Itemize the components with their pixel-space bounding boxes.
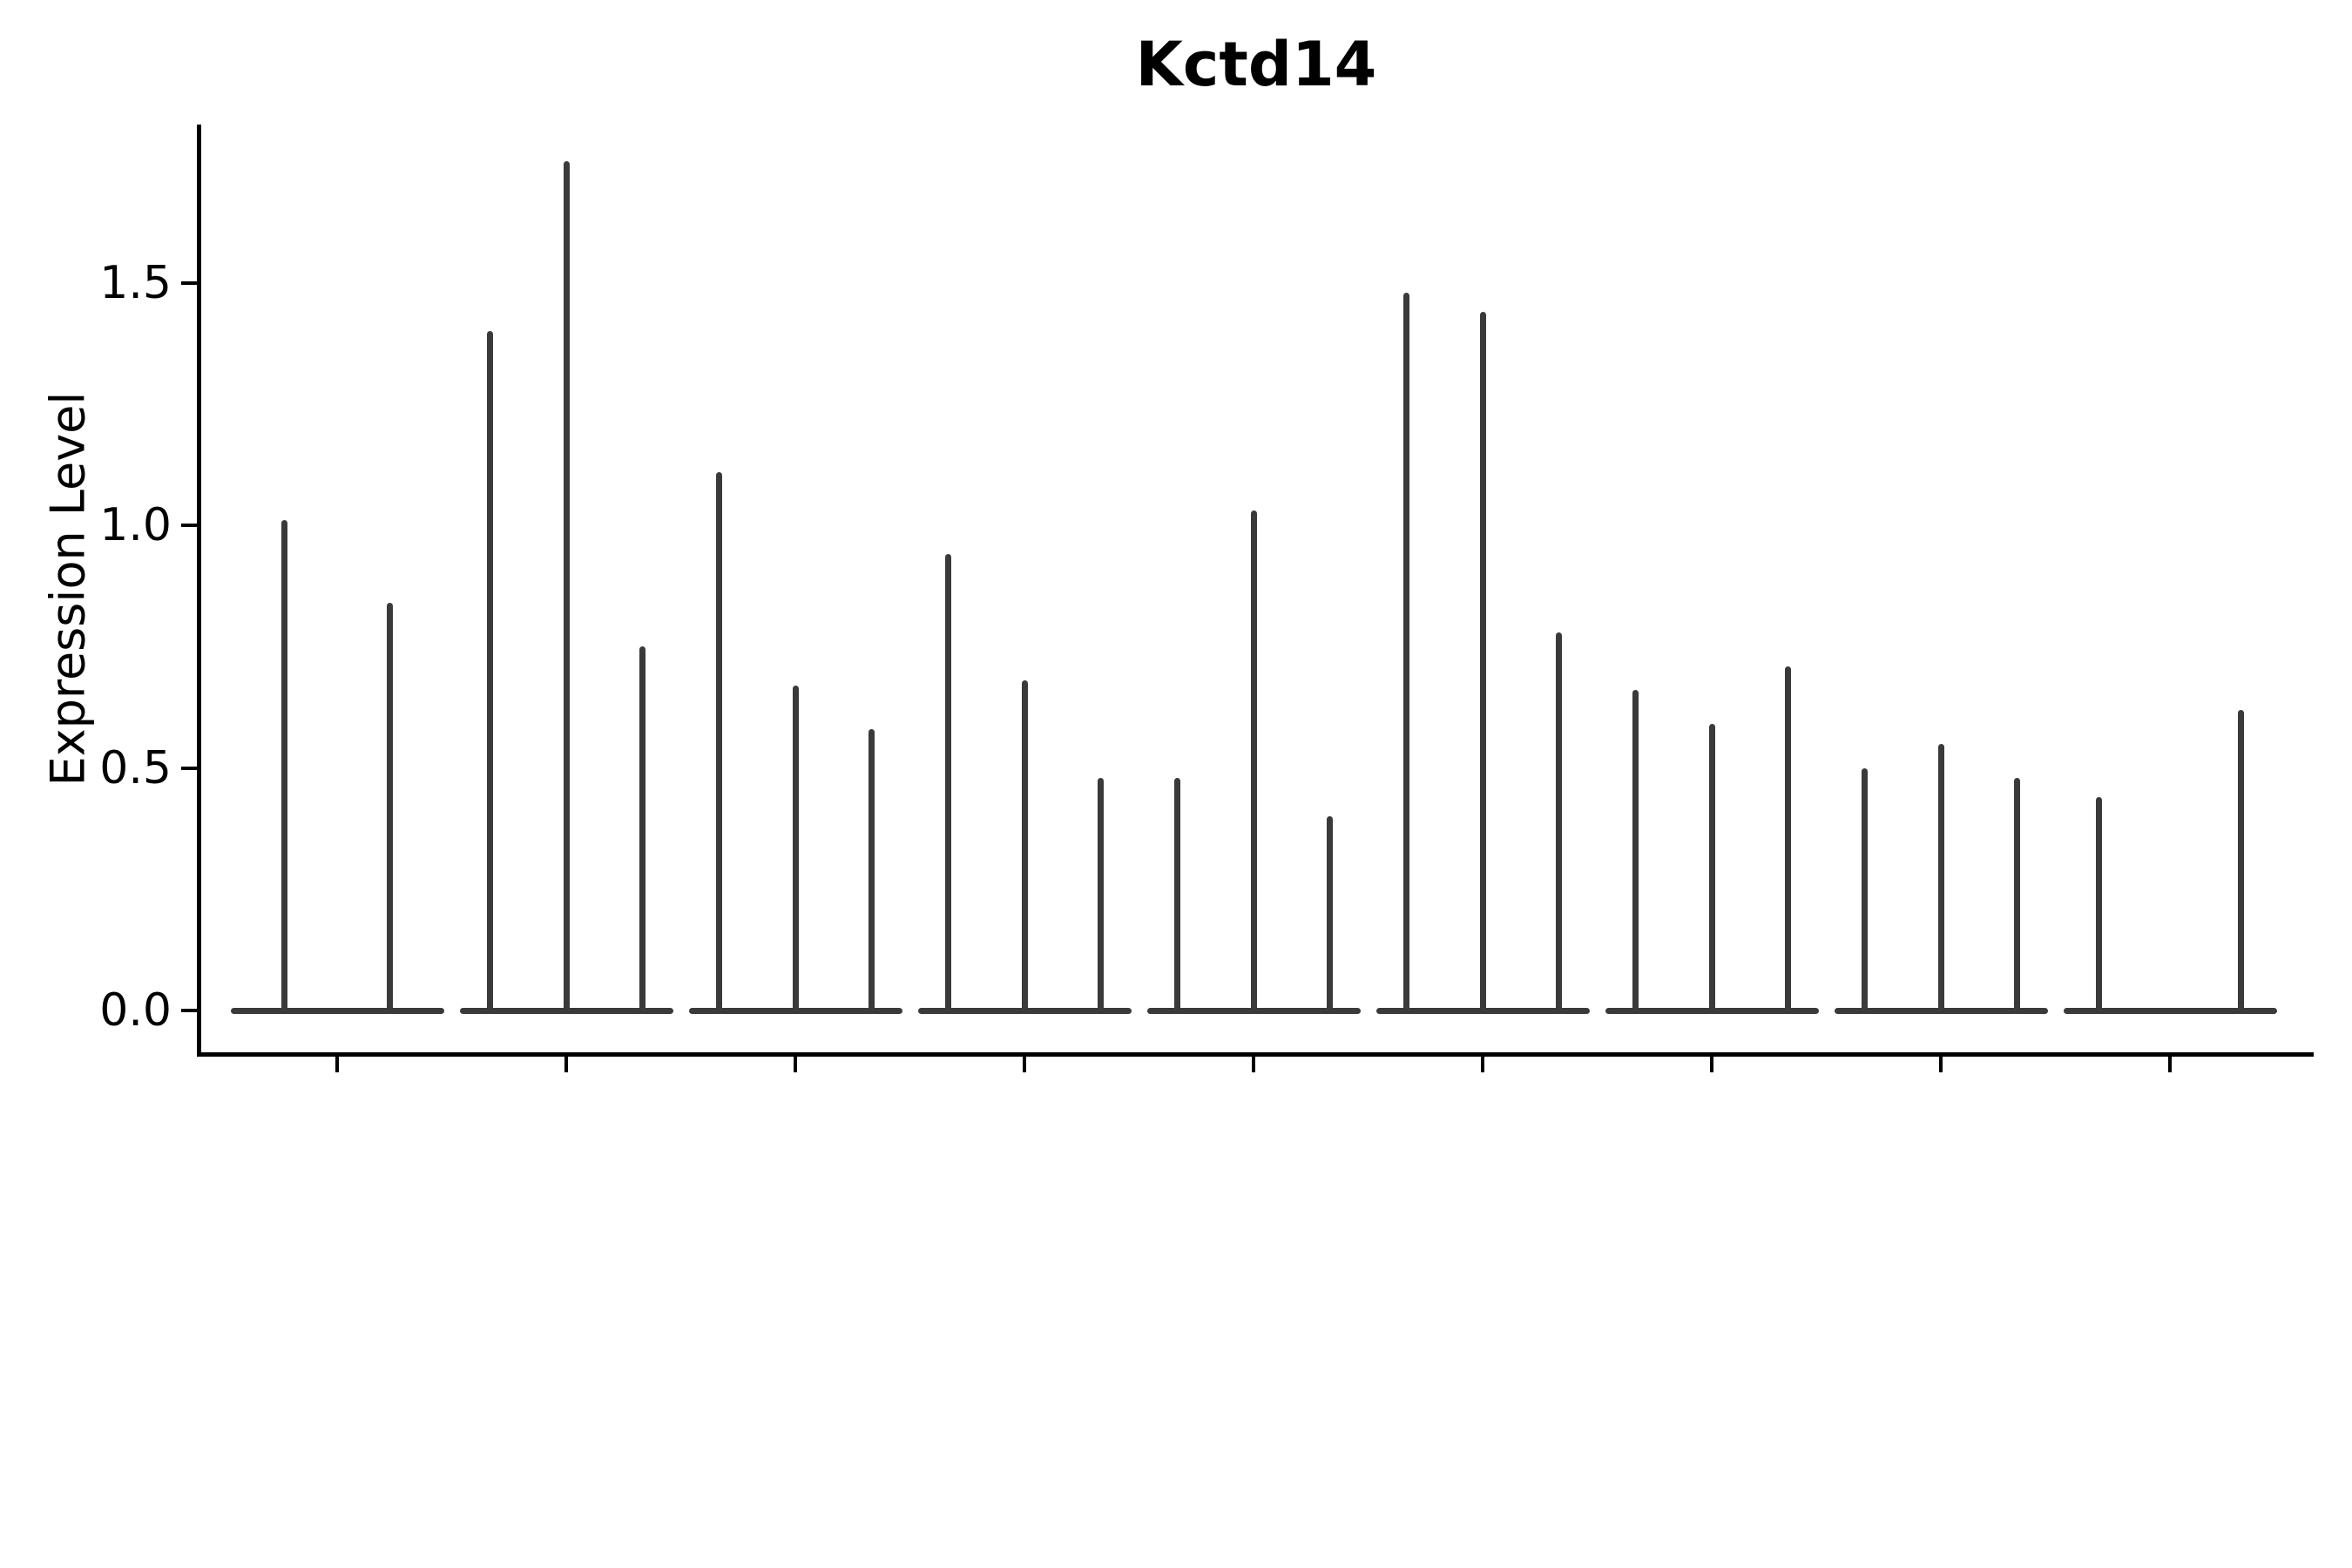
violin-spike: [715, 471, 722, 1013]
violin-spike: [1402, 292, 1409, 1013]
violin-spike: [563, 161, 570, 1013]
violin-spike: [1861, 767, 1868, 1013]
violin-baseline: [230, 1008, 444, 1014]
violin-spike: [1250, 510, 1257, 1013]
violin-spike: [1556, 632, 1563, 1013]
violin-spike: [1098, 777, 1105, 1013]
violin-spike: [486, 331, 493, 1013]
x-tick-mark: [1481, 1057, 1484, 1072]
y-tick-mark: [181, 1009, 199, 1012]
violin-spike: [1632, 690, 1639, 1013]
violin-spike: [1708, 724, 1715, 1013]
y-tick-label: 1.5: [99, 256, 172, 309]
y-tick-mark: [181, 280, 199, 285]
y-tick-mark: [181, 766, 199, 770]
violin-spike: [1479, 311, 1486, 1013]
violin-spike: [1021, 680, 1028, 1013]
x-tick-mark: [1939, 1057, 1943, 1072]
violin-spike: [281, 520, 287, 1013]
violin-spike: [386, 603, 393, 1013]
y-tick-label: 1.0: [99, 499, 172, 551]
x-tick-mark: [794, 1057, 797, 1072]
violin-spike: [1785, 666, 1792, 1013]
x-tick-mark: [1252, 1057, 1255, 1072]
x-tick-mark: [564, 1057, 568, 1072]
violin-spike: [792, 685, 799, 1013]
violin-spike: [868, 728, 875, 1013]
y-axis-label: Expression Level: [40, 391, 96, 787]
y-tick-mark: [181, 524, 199, 527]
plot-title: Kctd14: [1135, 29, 1377, 100]
violin-baseline: [2063, 1008, 2277, 1014]
y-tick-label: 0.5: [99, 741, 172, 794]
violin-spike: [2238, 709, 2245, 1013]
violin-spike: [2095, 796, 2102, 1013]
x-tick-mark: [335, 1057, 339, 1072]
violin-spike: [1327, 816, 1334, 1013]
violin-spike: [944, 554, 951, 1013]
violin-spike: [2014, 777, 2021, 1013]
violin-spike: [639, 646, 646, 1013]
violin-spike: [1937, 743, 1944, 1013]
violin-spike: [1173, 777, 1180, 1013]
x-tick-mark: [1710, 1057, 1713, 1072]
y-tick-label: 0.0: [99, 984, 172, 1037]
x-tick-mark: [1023, 1057, 1026, 1072]
x-tick-mark: [2168, 1057, 2172, 1072]
y-axis-spine: [197, 125, 201, 1057]
x-axis-spine: [197, 1052, 2314, 1057]
